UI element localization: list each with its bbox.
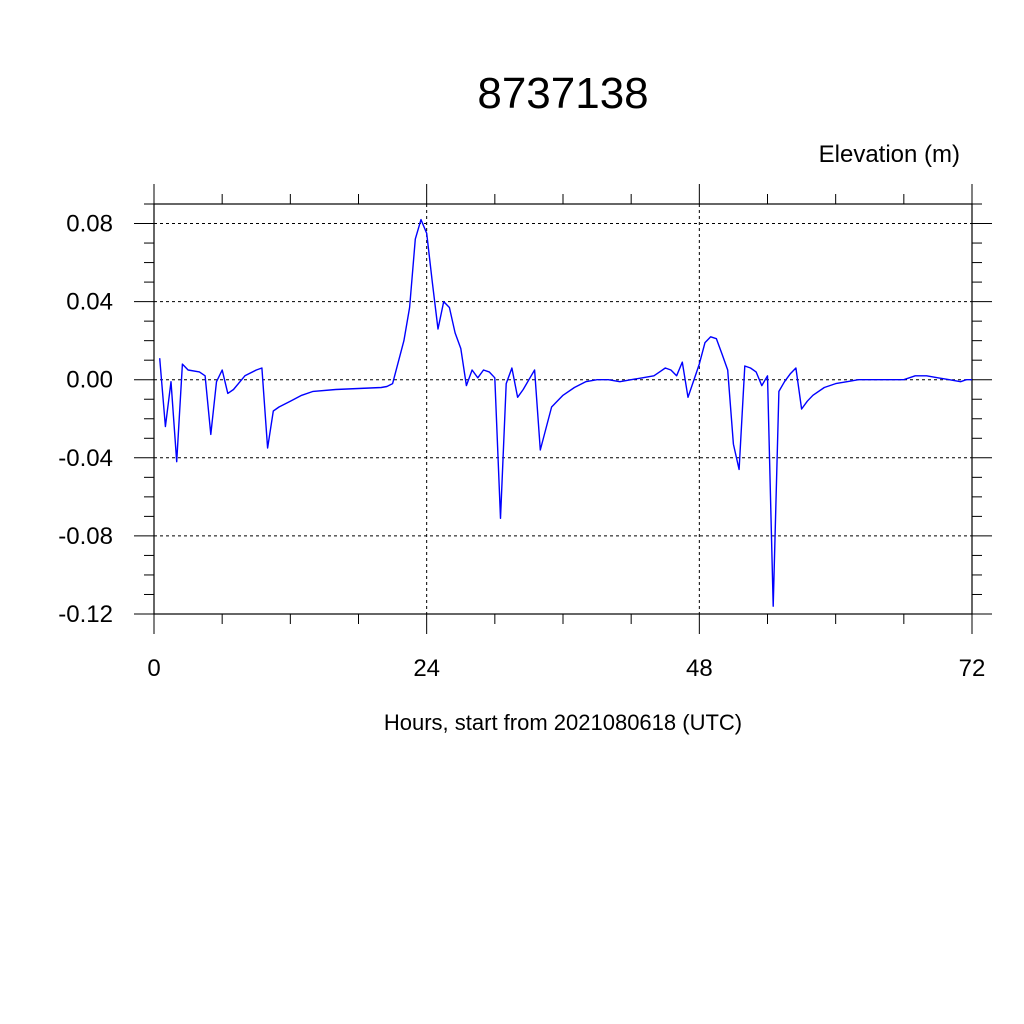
- y-tick-label: -0.04: [58, 445, 113, 472]
- x-axis-label: Hours, start from 2021080618 (UTC): [384, 710, 742, 735]
- chart-title: 8737138: [477, 69, 648, 118]
- y-tick-label: 0.04: [66, 289, 113, 316]
- y-tick-label: 0.08: [66, 211, 113, 238]
- x-tick-label: 48: [686, 655, 713, 682]
- y-tick-label: 0.00: [66, 367, 113, 394]
- y-unit-label: Elevation (m): [819, 141, 960, 168]
- elevation-series-line: [159, 218, 972, 607]
- x-tick-label: 0: [147, 655, 160, 682]
- plot-area: 0.08 0.04 0.00 -0.04 -0.08 -0.12 0 24 48 72: [58, 184, 992, 682]
- y-tick-label: -0.12: [58, 601, 113, 628]
- x-tick-label: 72: [959, 655, 986, 682]
- y-tick-label: -0.08: [58, 523, 113, 550]
- x-tick-label: 24: [413, 655, 440, 682]
